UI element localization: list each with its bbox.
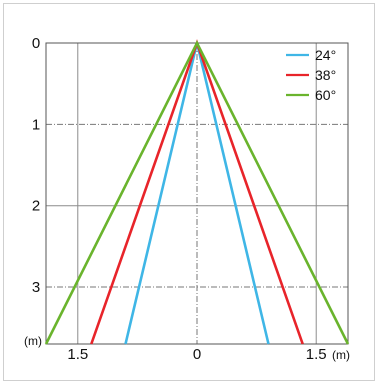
y-tick-label-1: 1 <box>32 116 40 133</box>
grid-layer <box>46 43 348 344</box>
x-tick-label-1: 0 <box>193 346 201 363</box>
series-line-2 <box>44 40 350 345</box>
y-unit-label: (m) <box>24 334 42 348</box>
x-tick-label-2: 1.5 <box>306 346 327 363</box>
legend-label-0: 24° <box>315 47 336 63</box>
y-tick-label-0: 0 <box>32 35 40 52</box>
legend-label-2: 60° <box>315 87 336 103</box>
legend: 24° 38° 60° <box>286 47 336 103</box>
series-layer <box>44 39 350 345</box>
y-tick-label-3: 3 <box>32 279 40 296</box>
tick-labels: 0 1 2 3 1.5 0 1.5 (m) (m) <box>24 35 350 363</box>
legend-label-1: 38° <box>315 67 336 83</box>
y-tick-label-2: 2 <box>32 198 40 215</box>
x-tick-label-0: 1.5 <box>67 346 88 363</box>
x-unit-label: (m) <box>332 348 350 362</box>
